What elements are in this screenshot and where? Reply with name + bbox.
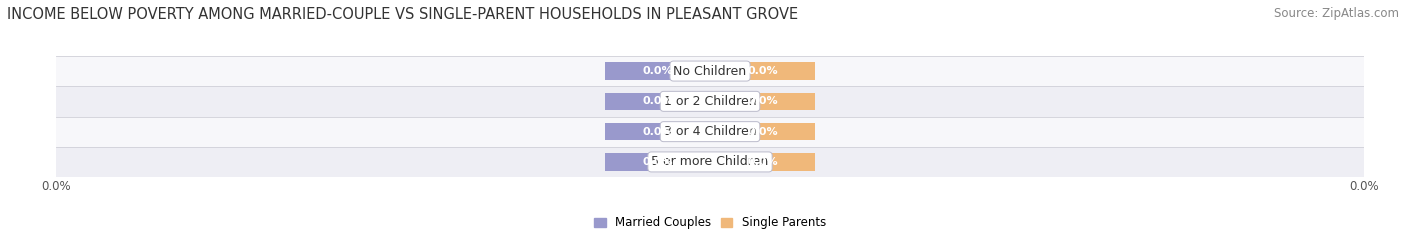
Text: 0.0%: 0.0% bbox=[747, 157, 778, 167]
Bar bbox=[710, 123, 814, 140]
Text: Source: ZipAtlas.com: Source: ZipAtlas.com bbox=[1274, 7, 1399, 20]
Text: 0.0%: 0.0% bbox=[747, 96, 778, 106]
Bar bbox=[606, 62, 710, 80]
Legend: Married Couples, Single Parents: Married Couples, Single Parents bbox=[589, 212, 831, 233]
Bar bbox=[56, 147, 1364, 177]
Text: 3 or 4 Children: 3 or 4 Children bbox=[664, 125, 756, 138]
Bar bbox=[710, 93, 814, 110]
Bar bbox=[710, 153, 814, 171]
Bar bbox=[710, 62, 814, 80]
Text: 1 or 2 Children: 1 or 2 Children bbox=[664, 95, 756, 108]
Bar bbox=[606, 93, 710, 110]
Text: 0.0%: 0.0% bbox=[747, 66, 778, 76]
Text: No Children: No Children bbox=[673, 65, 747, 78]
Bar bbox=[606, 153, 710, 171]
Text: 0.0%: 0.0% bbox=[643, 96, 673, 106]
Text: 0.0%: 0.0% bbox=[747, 127, 778, 137]
Bar bbox=[56, 116, 1364, 147]
Text: 5 or more Children: 5 or more Children bbox=[651, 155, 769, 168]
Text: 0.0%: 0.0% bbox=[643, 66, 673, 76]
Text: 0.0%: 0.0% bbox=[643, 157, 673, 167]
Text: INCOME BELOW POVERTY AMONG MARRIED-COUPLE VS SINGLE-PARENT HOUSEHOLDS IN PLEASAN: INCOME BELOW POVERTY AMONG MARRIED-COUPL… bbox=[7, 7, 799, 22]
Bar bbox=[56, 86, 1364, 116]
Text: 0.0%: 0.0% bbox=[643, 127, 673, 137]
Bar bbox=[606, 123, 710, 140]
Bar bbox=[56, 56, 1364, 86]
